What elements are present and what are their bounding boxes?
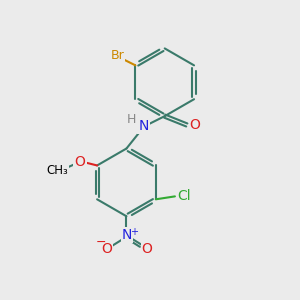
Text: Br: Br <box>110 49 124 62</box>
Text: +: + <box>130 227 138 237</box>
Text: N: N <box>122 228 132 242</box>
Text: O: O <box>142 242 152 256</box>
Text: CH₃: CH₃ <box>47 164 68 177</box>
Text: H: H <box>127 113 136 127</box>
Text: O: O <box>101 242 112 256</box>
Text: Cl: Cl <box>177 189 190 203</box>
Text: N: N <box>138 118 149 133</box>
Text: −: − <box>95 236 106 249</box>
Text: O: O <box>190 118 200 132</box>
Text: O: O <box>75 155 86 169</box>
